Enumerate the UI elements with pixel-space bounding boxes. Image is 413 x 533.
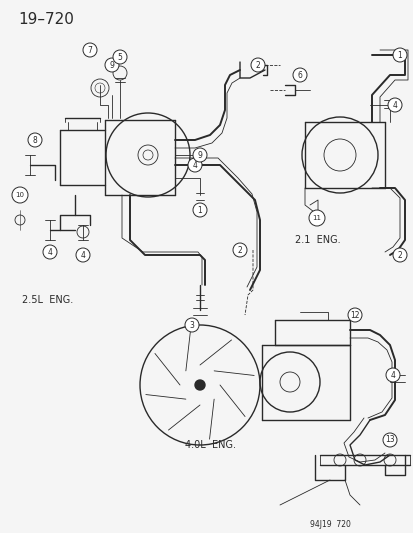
Text: 6: 6 (297, 70, 302, 79)
Text: 4: 4 (47, 247, 52, 256)
Circle shape (392, 248, 406, 262)
Circle shape (250, 58, 264, 72)
Circle shape (113, 50, 127, 64)
Circle shape (188, 158, 202, 172)
Text: 9: 9 (197, 150, 202, 159)
Circle shape (105, 58, 119, 72)
Circle shape (192, 148, 206, 162)
Circle shape (195, 380, 204, 390)
Text: 7: 7 (88, 45, 92, 54)
Circle shape (233, 243, 247, 257)
Circle shape (185, 318, 199, 332)
Circle shape (292, 68, 306, 82)
Circle shape (192, 203, 206, 217)
Text: 5: 5 (117, 52, 122, 61)
Text: 4: 4 (192, 160, 197, 169)
Circle shape (308, 210, 324, 226)
Text: 13: 13 (384, 435, 394, 445)
Text: 3: 3 (189, 320, 194, 329)
Text: 19–720: 19–720 (18, 12, 74, 27)
Text: 2.1  ENG.: 2.1 ENG. (294, 235, 340, 245)
Text: 10: 10 (15, 192, 24, 198)
Circle shape (382, 433, 396, 447)
Text: 4.0L  ENG.: 4.0L ENG. (185, 440, 235, 450)
Text: 4: 4 (81, 251, 85, 260)
Text: 94J19  720: 94J19 720 (309, 520, 350, 529)
Circle shape (385, 368, 399, 382)
Circle shape (83, 43, 97, 57)
Text: 11: 11 (312, 215, 321, 221)
Circle shape (76, 248, 90, 262)
Text: 2.5L  ENG.: 2.5L ENG. (22, 295, 73, 305)
Circle shape (392, 48, 406, 62)
Text: 4: 4 (389, 370, 394, 379)
Text: 2: 2 (396, 251, 401, 260)
Text: 2: 2 (237, 246, 242, 254)
Text: 1: 1 (396, 51, 401, 60)
Text: 9: 9 (109, 61, 114, 69)
Circle shape (347, 308, 361, 322)
Text: 12: 12 (349, 311, 359, 319)
Circle shape (43, 245, 57, 259)
Circle shape (12, 187, 28, 203)
Text: 8: 8 (33, 135, 37, 144)
Text: 4: 4 (392, 101, 396, 109)
Text: 2: 2 (255, 61, 260, 69)
Circle shape (28, 133, 42, 147)
Text: 1: 1 (197, 206, 202, 214)
Circle shape (387, 98, 401, 112)
